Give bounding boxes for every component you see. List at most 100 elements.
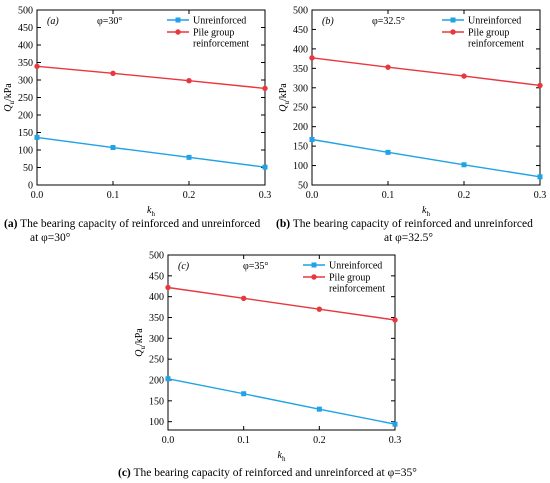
data-point-reinforced <box>309 55 315 61</box>
y-axis-label-sub: u <box>8 101 16 105</box>
data-point-unreinforced <box>110 145 116 151</box>
y-axis-label-sub: u <box>139 346 147 350</box>
y-tick-label: 250 <box>18 93 33 104</box>
y-tick-label: 500 <box>293 6 308 17</box>
y-tick-label: 150 <box>18 128 33 139</box>
x-tick-label: 0.0 <box>31 190 44 201</box>
data-point-reinforced <box>461 73 467 79</box>
series-line-reinforced <box>167 286 396 321</box>
data-point-reinforced <box>186 78 192 84</box>
y-tick-label: 100 <box>18 146 33 157</box>
y-tick-label: 450 <box>149 271 164 282</box>
series-line-reinforced <box>311 57 541 87</box>
x-tick-label: 0.1 <box>237 435 250 446</box>
legend-marker <box>450 29 456 35</box>
data-point-reinforced <box>392 317 398 323</box>
chart-panel-b: 50 100 150 200 250 300 350 400 450 500 0.0 0.1 0.2 0.… <box>275 0 550 219</box>
x-tick-label: 0.2 <box>183 190 196 201</box>
x-axis-label-main: k <box>422 205 427 216</box>
caption-b-letter: (b) <box>276 218 291 230</box>
y-tick-label: 150 <box>293 142 308 153</box>
y-tick-label: 250 <box>149 355 164 366</box>
caption-b-line-2: at φ=32.5° <box>384 232 434 244</box>
data-point-unreinforced <box>392 421 398 427</box>
legend-marker <box>175 29 181 35</box>
data-point-unreinforced <box>461 162 467 168</box>
x-axis-label-sub: h <box>282 455 286 463</box>
legend-marker <box>450 17 456 23</box>
legend-label: Pile group <box>329 273 370 284</box>
legend-label: Unreinforced <box>193 16 246 27</box>
x-tick-label: 0.1 <box>107 190 120 201</box>
y-tick-label: 450 <box>18 23 33 34</box>
panel-label: (a) <box>47 16 59 27</box>
y-axis-label: Qu/kPa <box>3 83 16 112</box>
x-axis-label-main: k <box>278 450 283 461</box>
y-tick-label: 50 <box>298 181 308 192</box>
y-tick-label: 200 <box>149 376 164 387</box>
y-tick-label: 200 <box>293 122 308 133</box>
data-point-reinforced <box>316 306 323 312</box>
chart-a-svg: 0 50 100 150 200 250 300 350 400 450 500 0.0 0.1 0.2 0… <box>3 6 272 219</box>
y-axis-label-unit: /kPa <box>3 83 14 101</box>
chart-c-svg: 100 150 200 250 300 350 400 450 500 0.0 0.1 0.2 0.3 k… <box>134 251 401 464</box>
data-point-reinforced <box>262 85 268 92</box>
y-axis-label-unit: /kPa <box>278 83 289 101</box>
x-axis-label: kh <box>422 205 430 218</box>
y-axis-label-main: Q <box>3 104 14 112</box>
x-axis-label-sub: h <box>151 210 155 218</box>
plot-frame <box>167 254 396 431</box>
data-point-unreinforced <box>262 164 268 170</box>
phi-annotation: φ=35° <box>243 261 268 272</box>
phi-annotation: φ=30° <box>97 16 122 27</box>
x-axis-label-sub: h <box>426 210 430 218</box>
data-point-reinforced <box>385 64 391 70</box>
y-tick-label: 350 <box>293 64 308 75</box>
x-tick-label: 0.2 <box>313 435 326 446</box>
caption-b: (b) The bearing capacity of reinforced a… <box>276 217 550 245</box>
caption-c: (c) The bearing capacity of reinforced a… <box>118 466 550 480</box>
caption-a-line-1: The bearing capacity of reinforced and u… <box>20 218 261 230</box>
data-point-unreinforced <box>309 137 315 142</box>
data-point-unreinforced <box>241 391 247 397</box>
legend-label: Pile group <box>468 28 509 39</box>
legend-marker <box>311 274 317 280</box>
caption-b-line-1: The bearing capacity of reinforced and u… <box>292 218 533 230</box>
data-point-reinforced <box>165 284 171 291</box>
legend-label: reinforcement <box>193 39 249 50</box>
chart-panel-a: 0 50 100 150 200 250 300 350 400 450 500 0.0 0.1 0.2 0… <box>0 0 275 219</box>
x-tick-label: 0.3 <box>534 190 547 201</box>
chart-b-svg: 50 100 150 200 250 300 350 400 450 500 0.0 0.1 0.2 0.… <box>278 6 547 219</box>
y-tick-label: 0 <box>28 181 33 192</box>
y-tick-label: 300 <box>293 83 308 94</box>
series-line-unreinforced <box>311 138 541 178</box>
y-tick-label: 100 <box>293 161 308 172</box>
y-tick-label: 100 <box>149 417 164 428</box>
legend-label: Pile group <box>193 28 234 39</box>
legend-label: reinforcement <box>329 284 385 295</box>
y-axis-label-unit: /kPa <box>134 328 145 346</box>
y-tick-label: 400 <box>18 41 33 52</box>
x-tick-label: 0.3 <box>259 190 272 201</box>
data-point-reinforced <box>537 82 543 89</box>
caption-c-letter: (c) <box>118 467 131 479</box>
y-axis-label-main: Q <box>134 349 145 357</box>
x-tick-label: 0.0 <box>162 435 175 446</box>
plot-frame <box>311 9 541 186</box>
legend-label: reinforcement <box>468 39 524 50</box>
legend-label: Unreinforced <box>468 16 521 27</box>
y-tick-label: 200 <box>18 111 33 122</box>
x-tick-label: 0.0 <box>306 190 319 201</box>
phi-annotation: φ=32.5° <box>372 16 405 27</box>
y-tick-label: 50 <box>23 163 33 174</box>
data-point-unreinforced <box>385 149 391 155</box>
chart-panel-c: 100 150 200 250 300 350 400 450 500 0.0 0.1 0.2 0.3 k… <box>120 245 410 464</box>
caption-a-letter: (a) <box>4 218 18 230</box>
series-line-unreinforced <box>36 136 266 168</box>
y-tick-label: 300 <box>18 76 33 87</box>
y-tick-label: 300 <box>149 334 164 345</box>
data-point-reinforced <box>240 295 247 302</box>
panel-label: (b) <box>322 16 334 27</box>
y-axis-label-main: Q <box>278 104 289 112</box>
x-tick-label: 0.1 <box>382 190 395 201</box>
